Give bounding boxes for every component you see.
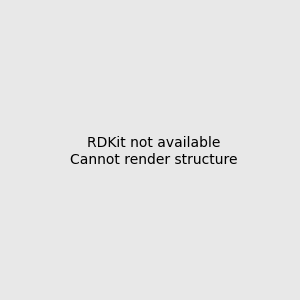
Text: RDKit not available
Cannot render structure: RDKit not available Cannot render struct… xyxy=(70,136,238,166)
